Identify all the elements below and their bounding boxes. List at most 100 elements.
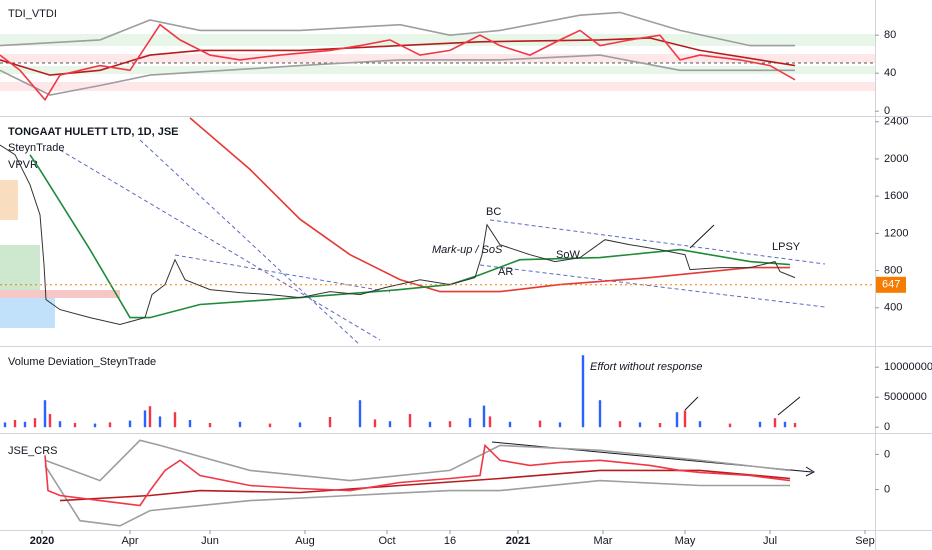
volume-bar bbox=[558, 422, 562, 428]
x-tick-label: May bbox=[675, 535, 696, 547]
annotation: Effort without response bbox=[590, 361, 703, 373]
volume-bar bbox=[58, 421, 62, 428]
trend-lines bbox=[59, 139, 826, 346]
volume-bar bbox=[488, 416, 492, 428]
volume-bar bbox=[758, 421, 762, 428]
volume-bar bbox=[538, 420, 542, 428]
volume-bar bbox=[508, 421, 512, 428]
last-price-label: 647 bbox=[882, 279, 900, 291]
annotation: Mark-up / SoS bbox=[432, 244, 503, 256]
y-tick-label: 0 bbox=[884, 105, 890, 117]
y-tick-label: 0 bbox=[884, 448, 890, 460]
volume-bar bbox=[143, 410, 147, 428]
volume-bar bbox=[793, 423, 797, 428]
y-tick-label: 5000000 bbox=[884, 391, 927, 403]
volume-bar bbox=[33, 418, 37, 428]
volume-bar bbox=[73, 423, 77, 428]
series-line bbox=[0, 23, 796, 102]
volume-bar bbox=[13, 420, 17, 428]
trend-line bbox=[489, 219, 826, 265]
volume-bar bbox=[158, 416, 162, 428]
indicator: VPVR bbox=[8, 159, 38, 171]
volume-bar bbox=[448, 421, 452, 428]
y-tick-label: 800 bbox=[884, 264, 902, 276]
volume-bar bbox=[773, 418, 777, 428]
x-tick-label: 2020 bbox=[30, 535, 54, 547]
arrow bbox=[689, 224, 715, 249]
volume-bar bbox=[698, 421, 702, 428]
volume-bar bbox=[128, 420, 132, 428]
volume-bar bbox=[43, 400, 47, 428]
trend-line bbox=[479, 264, 826, 308]
series-line bbox=[44, 464, 790, 527]
volume-bar bbox=[598, 400, 602, 428]
volume-bar bbox=[618, 421, 622, 428]
volume-bar bbox=[23, 421, 27, 428]
last-price-box bbox=[876, 276, 906, 293]
volume-bar bbox=[48, 414, 52, 428]
panel-title: JSE_CRS bbox=[8, 445, 58, 457]
volume-bar bbox=[108, 422, 112, 428]
trend-line bbox=[174, 254, 391, 293]
series-line bbox=[59, 469, 791, 502]
volume-bar bbox=[268, 423, 272, 428]
x-tick-label: 2021 bbox=[506, 535, 530, 547]
y-tick-label: 40 bbox=[884, 67, 896, 79]
volume-bar bbox=[683, 410, 687, 428]
y-tick-label: 10000000 bbox=[884, 361, 932, 373]
volume-bar bbox=[428, 421, 432, 428]
series-line bbox=[0, 54, 795, 96]
x-tick-label: Sep bbox=[855, 535, 875, 547]
volume-bar bbox=[148, 406, 152, 428]
volume-bar bbox=[728, 423, 732, 428]
annotation: AR bbox=[498, 266, 513, 278]
y-tick-label: 2400 bbox=[884, 116, 908, 128]
panel-title: TDI_VTDI bbox=[8, 8, 57, 20]
annotation: LPSY bbox=[772, 241, 801, 253]
vp-bar bbox=[0, 298, 55, 328]
tdi-band bbox=[0, 54, 875, 63]
series-line bbox=[44, 443, 791, 507]
panel-title: Volume Deviation_SteynTrade bbox=[8, 356, 156, 368]
volume-bar bbox=[388, 421, 392, 428]
volume-bar bbox=[638, 422, 642, 428]
y-tick-label: 0 bbox=[884, 483, 890, 495]
series-line bbox=[29, 154, 791, 319]
volume-bar bbox=[581, 355, 585, 428]
x-tick-label: Aug bbox=[295, 535, 315, 547]
volume-bar bbox=[238, 421, 242, 428]
series-line bbox=[0, 11, 795, 47]
vp-bar bbox=[0, 290, 120, 298]
volume-bar bbox=[675, 412, 679, 428]
y-tick-label: 400 bbox=[884, 302, 902, 314]
volume-bar bbox=[173, 412, 177, 428]
x-tick-label: Apr bbox=[121, 535, 138, 547]
y-tick-label: 80 bbox=[884, 29, 896, 41]
volume-bar bbox=[358, 400, 362, 428]
tdi-band bbox=[0, 66, 875, 74]
x-tick-label: Jun bbox=[201, 535, 219, 547]
vp-bar bbox=[0, 245, 40, 290]
arrow bbox=[777, 396, 801, 416]
volume-bar bbox=[783, 421, 787, 428]
volume-bar bbox=[482, 405, 486, 428]
y-tick-label: 1200 bbox=[884, 227, 908, 239]
x-tick-label: Jul bbox=[763, 535, 777, 547]
panel-title: TONGAAT HULETT LTD, 1D, JSE bbox=[8, 126, 179, 138]
x-tick-label: Oct bbox=[378, 535, 395, 547]
volume-bar bbox=[373, 419, 377, 428]
volume-bar bbox=[298, 422, 302, 428]
tdi-band bbox=[0, 34, 875, 46]
annotation: SoW bbox=[556, 249, 580, 261]
trend-line bbox=[59, 149, 381, 341]
x-tick-label: Mar bbox=[594, 535, 613, 547]
volume-bar bbox=[93, 423, 97, 428]
volume-profile bbox=[0, 180, 120, 328]
vp-bar bbox=[0, 180, 18, 220]
panel-subtitle: SteynTrade bbox=[8, 142, 64, 154]
trend-line bbox=[139, 139, 361, 346]
volume-bar bbox=[208, 423, 212, 428]
volume-bar bbox=[188, 420, 192, 428]
volume-bar bbox=[658, 423, 662, 428]
